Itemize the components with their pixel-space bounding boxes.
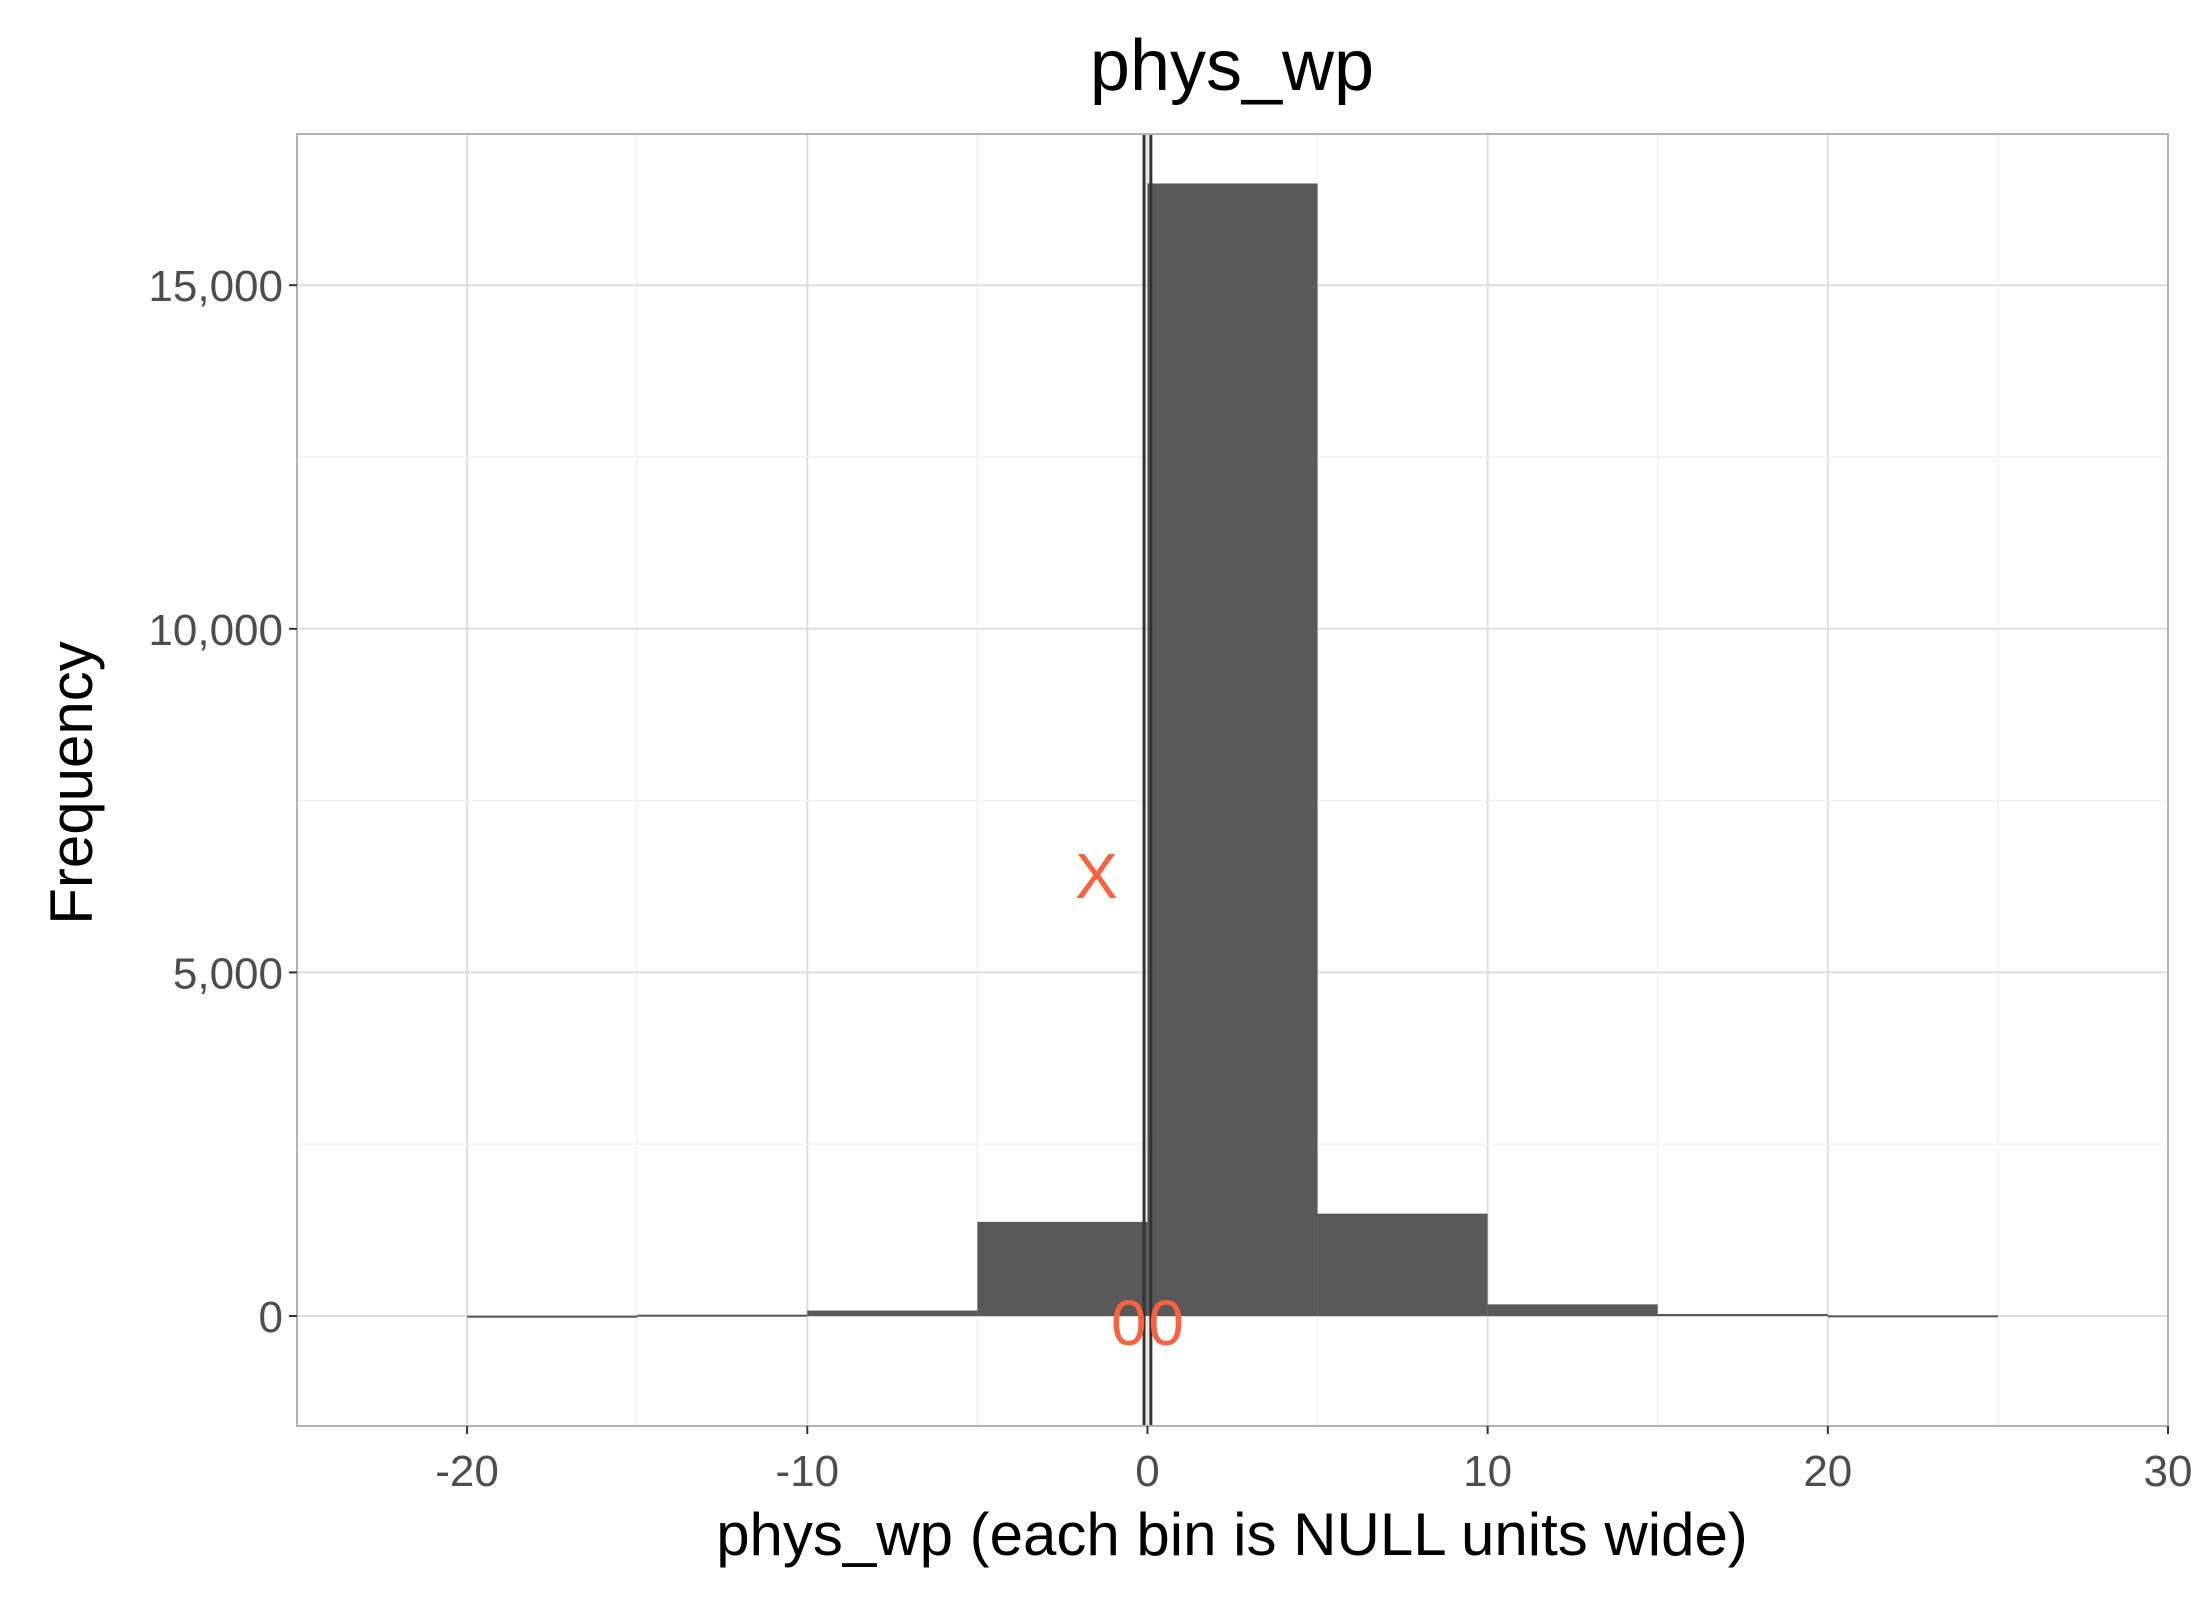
annotation-label: 0 <box>1148 1287 1184 1359</box>
y-tick-label: 10,000 <box>148 606 283 655</box>
bars-layer <box>467 183 1998 1318</box>
x-tick-label: 20 <box>1803 1447 1852 1496</box>
x-tick-label: 30 <box>2144 1447 2193 1496</box>
histogram-bar <box>1827 1315 1998 1318</box>
annotation-label: X <box>1075 840 1118 912</box>
y-tick-label: 15,000 <box>148 262 283 311</box>
histogram-bar <box>1147 183 1318 1317</box>
mean-lines-layer <box>1142 134 1153 1426</box>
x-tick-label: -10 <box>775 1447 839 1496</box>
x-tick-labels: -20 -10 0 10 20 30 <box>435 1426 2192 1496</box>
annotation-label: 0 <box>1111 1287 1147 1359</box>
panel-border <box>296 133 2169 1427</box>
x-tick-label: -20 <box>435 1447 499 1496</box>
histogram-bar <box>1317 1213 1488 1317</box>
histogram-bar <box>1487 1304 1658 1317</box>
chart-title: phys_wp <box>1090 26 1374 106</box>
x-tick-label: 10 <box>1463 1447 1512 1496</box>
y-axis-label: Frequency <box>38 641 105 924</box>
x-axis-label: phys_wp (each bin is NULL units wide) <box>716 1501 1748 1568</box>
y-tick-labels: 0 5,000 10,000 15,000 <box>148 262 297 1342</box>
histogram-bar <box>977 1221 1148 1317</box>
histogram-bar <box>1657 1313 1828 1317</box>
y-tick-label: 5,000 <box>173 949 283 998</box>
histogram-bar <box>637 1314 808 1317</box>
y-tick-label: 0 <box>259 1293 283 1342</box>
x-tick-label: 0 <box>1135 1447 1159 1496</box>
histogram-bar <box>807 1310 978 1317</box>
histogram-bar <box>467 1315 638 1318</box>
annotation-layer: X 0 0 <box>1075 840 1184 1359</box>
